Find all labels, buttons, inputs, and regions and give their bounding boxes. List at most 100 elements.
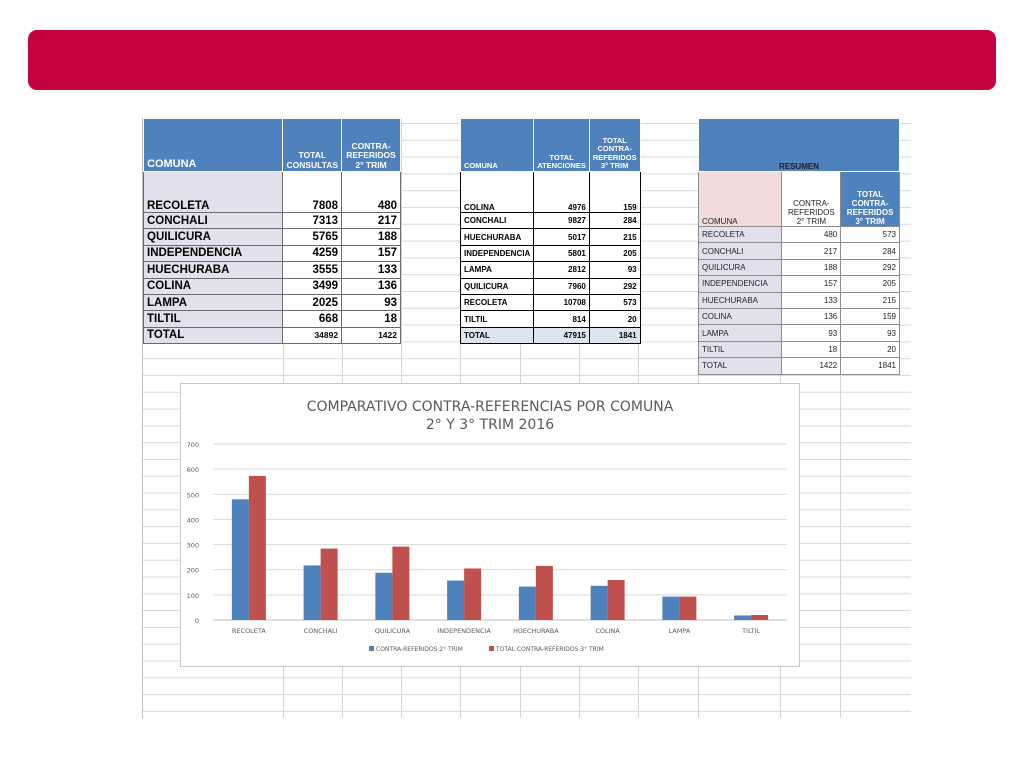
header-contra-referidos-2: CONTRA-REFERIDOS 2° TRIM bbox=[781, 171, 842, 227]
table-row: HUECHURABA 133 215 bbox=[697, 291, 900, 309]
row-atenciones: 2812 bbox=[533, 261, 590, 279]
chart-canvas: COMPARATIVO CONTRA-REFERENCIAS POR COMUN… bbox=[187, 399, 787, 653]
table-row: HUECHURABA 3555 133 bbox=[143, 261, 401, 279]
resumen-title: RESUMEN bbox=[698, 118, 900, 172]
x-tick-label: RECOLETA bbox=[232, 627, 266, 635]
row-comuna: QUILICURA bbox=[143, 228, 284, 246]
bar-3-trim bbox=[464, 568, 482, 620]
chart-subtitle: 2° Y 3° TRIM 2016 bbox=[426, 417, 554, 433]
row-referidos: 573 bbox=[588, 293, 641, 312]
row-referidos: 215 bbox=[588, 228, 641, 246]
total-label: TOTAL bbox=[697, 357, 783, 375]
row-referidos: 292 bbox=[588, 277, 641, 295]
row-t3: 93 bbox=[840, 324, 900, 342]
total-label: TOTAL bbox=[143, 326, 284, 345]
row-referidos: 188 bbox=[341, 228, 401, 246]
y-tick-label: 700 bbox=[187, 441, 199, 449]
row-comuna: QUILICURA bbox=[697, 258, 783, 277]
table-row: INDEPENDENCIA 5801 205 bbox=[459, 244, 641, 263]
row-t2: 188 bbox=[781, 258, 842, 277]
row-comuna: COLINA bbox=[143, 277, 284, 295]
row-referidos: 133 bbox=[341, 261, 401, 279]
total-label: TOTAL bbox=[459, 326, 535, 345]
row-t3: 159 bbox=[840, 307, 900, 326]
row-referidos: 93 bbox=[588, 261, 641, 279]
total-referidos: 1422 bbox=[341, 326, 401, 345]
row-consultas: 4259 bbox=[282, 244, 343, 263]
row-t2: 217 bbox=[781, 242, 842, 260]
table-row: LAMPA 2812 93 bbox=[459, 261, 641, 279]
row-comuna: INDEPENDENCIA bbox=[697, 275, 783, 293]
table-row: CONCHALI 7313 217 bbox=[143, 211, 401, 230]
total-row: TOTAL 47915 1841 bbox=[459, 326, 641, 345]
row-t2: 93 bbox=[781, 324, 842, 342]
legend-label: CONTRA-REFERIDOS 2° TRIM bbox=[376, 646, 463, 653]
table-row: LAMPA 93 93 bbox=[697, 324, 900, 342]
row-comuna: QUILICURA bbox=[459, 277, 535, 295]
x-tick-label: INDEPENDENCIA bbox=[437, 627, 491, 635]
header-total-consultas: TOTAL CONSULTAS bbox=[282, 118, 343, 172]
row-comuna: CONCHALI bbox=[459, 211, 535, 230]
row-comuna: HUECHURABA bbox=[459, 228, 535, 246]
total-row: TOTAL 1422 1841 bbox=[697, 357, 900, 375]
row-consultas: 7313 bbox=[282, 211, 343, 230]
spacer-row: RECOLETA 7808 480 bbox=[143, 171, 401, 213]
x-tick-label: LAMPA bbox=[668, 627, 690, 635]
y-tick-label: 0 bbox=[195, 617, 199, 625]
bar-2-trim bbox=[447, 580, 465, 620]
legend-swatch bbox=[489, 646, 494, 651]
atenciones-table: COMUNA TOTAL ATENCIONES TOTAL CONTRA-REF… bbox=[459, 118, 641, 345]
row-consultas: 5765 bbox=[282, 228, 343, 246]
row-t2: 157 bbox=[781, 275, 842, 293]
row-atenciones: 10708 bbox=[533, 293, 590, 312]
table-header: COMUNA TOTAL ATENCIONES TOTAL CONTRA-REF… bbox=[459, 118, 641, 172]
row-consultas: 7808 bbox=[282, 171, 343, 213]
row-t3: 573 bbox=[840, 225, 900, 244]
spreadsheet: COMUNA TOTAL CONSULTAS CONTRA-REFERIDOS … bbox=[142, 118, 911, 718]
row-atenciones: 9827 bbox=[533, 211, 590, 230]
subheader-row: COMUNA CONTRA-REFERIDOS 2° TRIM TOTAL CO… bbox=[697, 171, 900, 227]
row-t3: 284 bbox=[840, 242, 900, 260]
row-consultas: 3499 bbox=[282, 277, 343, 295]
table-row: INDEPENDENCIA 4259 157 bbox=[143, 244, 401, 263]
row-t3: 205 bbox=[840, 275, 900, 293]
x-tick-label: QUILICURA bbox=[375, 627, 411, 635]
bar-2-trim bbox=[662, 596, 680, 620]
bar-2-trim bbox=[518, 586, 536, 620]
header-contra-referidos-3: TOTAL CONTRA-REFERIDOS 3° TRIM bbox=[840, 171, 900, 227]
bar-chart: COMPARATIVO CONTRA-REFERENCIAS POR COMUN… bbox=[180, 383, 800, 667]
total-atenciones: 47915 bbox=[533, 326, 590, 345]
header-comuna: COMUNA bbox=[697, 171, 783, 227]
table-row: COLINA 3499 136 bbox=[143, 277, 401, 295]
row-comuna: RECOLETA bbox=[459, 293, 535, 312]
table-row: LAMPA 2025 93 bbox=[143, 293, 401, 312]
table-row: QUILICURA 7960 292 bbox=[459, 277, 641, 295]
header-total-contra-referidos: TOTAL CONTRA-REFERIDOS 3° TRIM bbox=[588, 118, 641, 172]
bar-2-trim bbox=[303, 565, 321, 620]
row-comuna: TILTIL bbox=[697, 340, 783, 359]
x-tick-label: TILTIL bbox=[741, 627, 761, 635]
consultas-table: COMUNA TOTAL CONSULTAS CONTRA-REFERIDOS … bbox=[143, 118, 401, 345]
row-comuna: INDEPENDENCIA bbox=[459, 244, 535, 263]
total-row: TOTAL 34892 1422 bbox=[143, 326, 401, 345]
bar-3-trim bbox=[679, 596, 697, 620]
row-t3: 20 bbox=[840, 340, 900, 359]
row-comuna: COLINA bbox=[697, 307, 783, 326]
row-referidos: 217 bbox=[341, 211, 401, 230]
row-referidos: 157 bbox=[341, 244, 401, 263]
row-comuna: CONCHALI bbox=[143, 211, 284, 230]
row-t2: 136 bbox=[781, 307, 842, 326]
x-tick-label: HUECHURABA bbox=[513, 627, 559, 635]
bar-3-trim bbox=[392, 546, 410, 620]
bar-3-trim bbox=[751, 614, 769, 620]
y-tick-label: 300 bbox=[187, 542, 199, 550]
title-banner bbox=[28, 30, 996, 90]
row-comuna: RECOLETA bbox=[143, 171, 284, 213]
row-atenciones: 5801 bbox=[533, 244, 590, 263]
x-tick-label: COLINA bbox=[595, 627, 620, 635]
header-total-atenciones: TOTAL ATENCIONES bbox=[533, 118, 590, 172]
row-comuna: LAMPA bbox=[459, 261, 535, 279]
row-t2: 18 bbox=[781, 340, 842, 359]
y-tick-label: 100 bbox=[187, 592, 199, 600]
table-row: HUECHURABA 5017 215 bbox=[459, 228, 641, 246]
